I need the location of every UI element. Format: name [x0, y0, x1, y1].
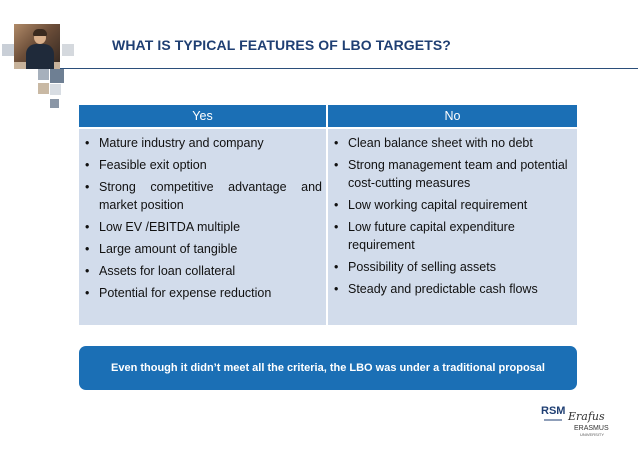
- yes-column-header: Yes: [79, 105, 326, 127]
- slide-title: WHAT IS TYPICAL FEATURES OF LBO TARGETS?: [112, 37, 451, 53]
- no-item: • Possibility of selling assets: [334, 258, 571, 276]
- rsm-erasmus-logo: RSM Erafus ERASMUS UNIVERSITY: [540, 402, 620, 438]
- bullet-icon: •: [85, 284, 89, 302]
- no-item-text: Possibility of selling assets: [348, 260, 496, 274]
- yes-item-text: Large amount of tangible: [99, 242, 237, 256]
- yes-item-text: Potential for expense reduction: [99, 286, 271, 300]
- yes-item: • Feasible exit option: [85, 156, 322, 174]
- yes-item-text: Low EV /EBITDA multiple: [99, 220, 240, 234]
- no-item-text: Low future capital expenditure requireme…: [348, 220, 515, 252]
- bullet-icon: •: [85, 262, 89, 280]
- no-item: • Clean balance sheet with no debt: [334, 134, 571, 152]
- bullet-icon: •: [334, 218, 338, 236]
- yes-item-text: Assets for loan collateral: [99, 264, 235, 278]
- header-divider: [60, 68, 638, 69]
- logo-name: ERASMUS: [574, 425, 609, 432]
- bullet-icon: •: [85, 218, 89, 236]
- no-item: • Low future capital expenditure requirem…: [334, 218, 571, 254]
- yes-item: • Strong competitive advantage and market…: [85, 178, 322, 214]
- header-photo: [14, 24, 60, 69]
- bullet-icon: •: [85, 178, 89, 196]
- bullet-icon: •: [85, 240, 89, 258]
- no-item-text: Steady and predictable cash flows: [348, 282, 538, 296]
- decor-square: [38, 83, 49, 94]
- no-column: • Clean balance sheet with no debt • Strong…: [328, 129, 577, 325]
- decor-square: [50, 84, 61, 95]
- bullet-icon: •: [334, 196, 338, 214]
- lbo-features-table: Yes No • Mature industry and company • Feas…: [79, 105, 577, 325]
- yes-item: • Large amount of tangible: [85, 240, 322, 258]
- yes-item: • Assets for loan collateral: [85, 262, 322, 280]
- no-column-header: No: [328, 105, 577, 127]
- no-item: • Low working capital requirement: [334, 196, 571, 214]
- conclusion-callout: Even though it didn’t meet all the crite…: [79, 346, 577, 390]
- no-item-text: Strong management team and potential cos…: [348, 158, 568, 190]
- no-item: • Steady and predictable cash flows: [334, 280, 571, 298]
- yes-item: • Mature industry and company: [85, 134, 322, 152]
- yes-item-text: Strong competitive advantage and market …: [99, 180, 322, 212]
- no-item-text: Low working capital requirement: [348, 198, 527, 212]
- logo-abbr: RSM: [541, 405, 565, 417]
- bullet-icon: •: [334, 134, 338, 152]
- decor-square: [50, 69, 64, 83]
- bullet-icon: •: [334, 280, 338, 298]
- bullet-icon: •: [85, 134, 89, 152]
- logo-sub: UNIVERSITY: [580, 432, 604, 437]
- bullet-icon: •: [334, 258, 338, 276]
- yes-item-text: Mature industry and company: [99, 136, 264, 150]
- no-list: • Clean balance sheet with no debt • Strong…: [334, 134, 571, 298]
- no-item: • Strong management team and potential co…: [334, 156, 571, 192]
- decor-square: [38, 69, 49, 80]
- bullet-icon: •: [85, 156, 89, 174]
- yes-list: • Mature industry and company • Feasible ex…: [85, 134, 322, 302]
- decor-square: [50, 99, 59, 108]
- no-item-text: Clean balance sheet with no debt: [348, 136, 533, 150]
- decor-square: [2, 44, 14, 56]
- yes-item: • Low EV /EBITDA multiple: [85, 218, 322, 236]
- yes-column: • Mature industry and company • Feasible ex…: [79, 129, 326, 325]
- yes-item: • Potential for expense reduction: [85, 284, 322, 302]
- logo-script: Erafus: [567, 410, 605, 423]
- decor-square: [62, 44, 74, 56]
- yes-item-text: Feasible exit option: [99, 158, 207, 172]
- bullet-icon: •: [334, 156, 338, 174]
